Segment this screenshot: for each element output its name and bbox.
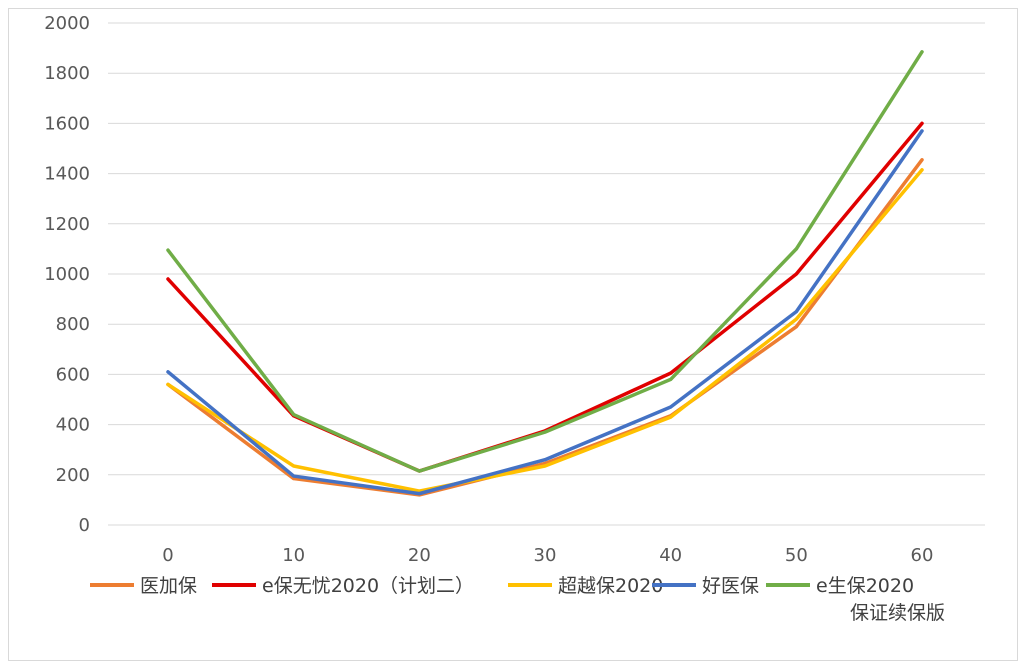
data-point xyxy=(669,415,673,419)
data-point xyxy=(794,247,798,251)
series-line xyxy=(166,168,924,493)
legend: 医加保 e保无忧2020（计划二） 超越保2020 好医保 e生保2020 保证续保版 xyxy=(90,575,945,624)
data-point xyxy=(669,377,673,381)
data-point xyxy=(417,469,421,473)
data-point xyxy=(417,492,421,496)
y-tick-label: 800 xyxy=(56,314,90,335)
data-point xyxy=(920,168,924,172)
grid-lines xyxy=(108,22,985,526)
data-point xyxy=(794,317,798,321)
x-tick-label: 50 xyxy=(785,545,808,566)
x-tick-label: 10 xyxy=(282,545,305,566)
data-point xyxy=(794,325,798,329)
data-point xyxy=(292,474,296,478)
data-point xyxy=(166,248,170,252)
x-tick-label: 20 xyxy=(408,545,431,566)
data-point xyxy=(166,382,170,386)
data-point xyxy=(920,50,924,54)
y-tick-label: 1600 xyxy=(44,113,90,134)
legend-label-line2: 保证续保版 xyxy=(850,602,945,624)
x-tick-label: 60 xyxy=(911,545,934,566)
x-axis-ticks: 0 10 20 30 40 50 60 xyxy=(162,545,933,566)
data-point xyxy=(292,464,296,468)
legend-label: 超越保2020 xyxy=(558,575,663,597)
y-tick-label: 600 xyxy=(56,364,90,385)
series-line xyxy=(166,158,924,497)
y-tick-label: 1200 xyxy=(44,214,90,235)
data-point xyxy=(166,370,170,374)
y-tick-label: 1800 xyxy=(44,63,90,84)
data-point xyxy=(543,430,547,434)
data-point xyxy=(920,129,924,133)
data-point xyxy=(166,277,170,281)
series-line xyxy=(166,121,924,473)
legend-label: 医加保 xyxy=(140,575,197,597)
y-tick-label: 200 xyxy=(56,465,90,486)
y-tick-label: 1400 xyxy=(44,164,90,185)
y-tick-label: 2000 xyxy=(44,13,90,34)
y-axis-ticks: 0 200 400 600 800 1000 1200 1400 1600 1800 2000 xyxy=(44,13,90,536)
chart-frame xyxy=(8,8,1018,661)
x-tick-label: 40 xyxy=(659,545,682,566)
x-tick-label: 30 xyxy=(534,545,557,566)
legend-label: e生保2020 xyxy=(816,575,914,597)
legend-label: e保无忧2020（计划二） xyxy=(262,575,474,597)
series-lines xyxy=(166,50,924,497)
data-point xyxy=(292,413,296,417)
data-point xyxy=(543,464,547,468)
data-point xyxy=(669,405,673,409)
y-tick-label: 1000 xyxy=(44,264,90,285)
data-point xyxy=(794,310,798,314)
data-point xyxy=(794,272,798,276)
data-point xyxy=(669,371,673,375)
data-point xyxy=(920,158,924,162)
data-point xyxy=(543,458,547,462)
y-tick-label: 0 xyxy=(79,515,90,536)
y-tick-label: 400 xyxy=(56,415,90,436)
data-point xyxy=(920,121,924,125)
x-tick-label: 0 xyxy=(162,545,173,566)
legend-label: 好医保 xyxy=(702,575,759,597)
